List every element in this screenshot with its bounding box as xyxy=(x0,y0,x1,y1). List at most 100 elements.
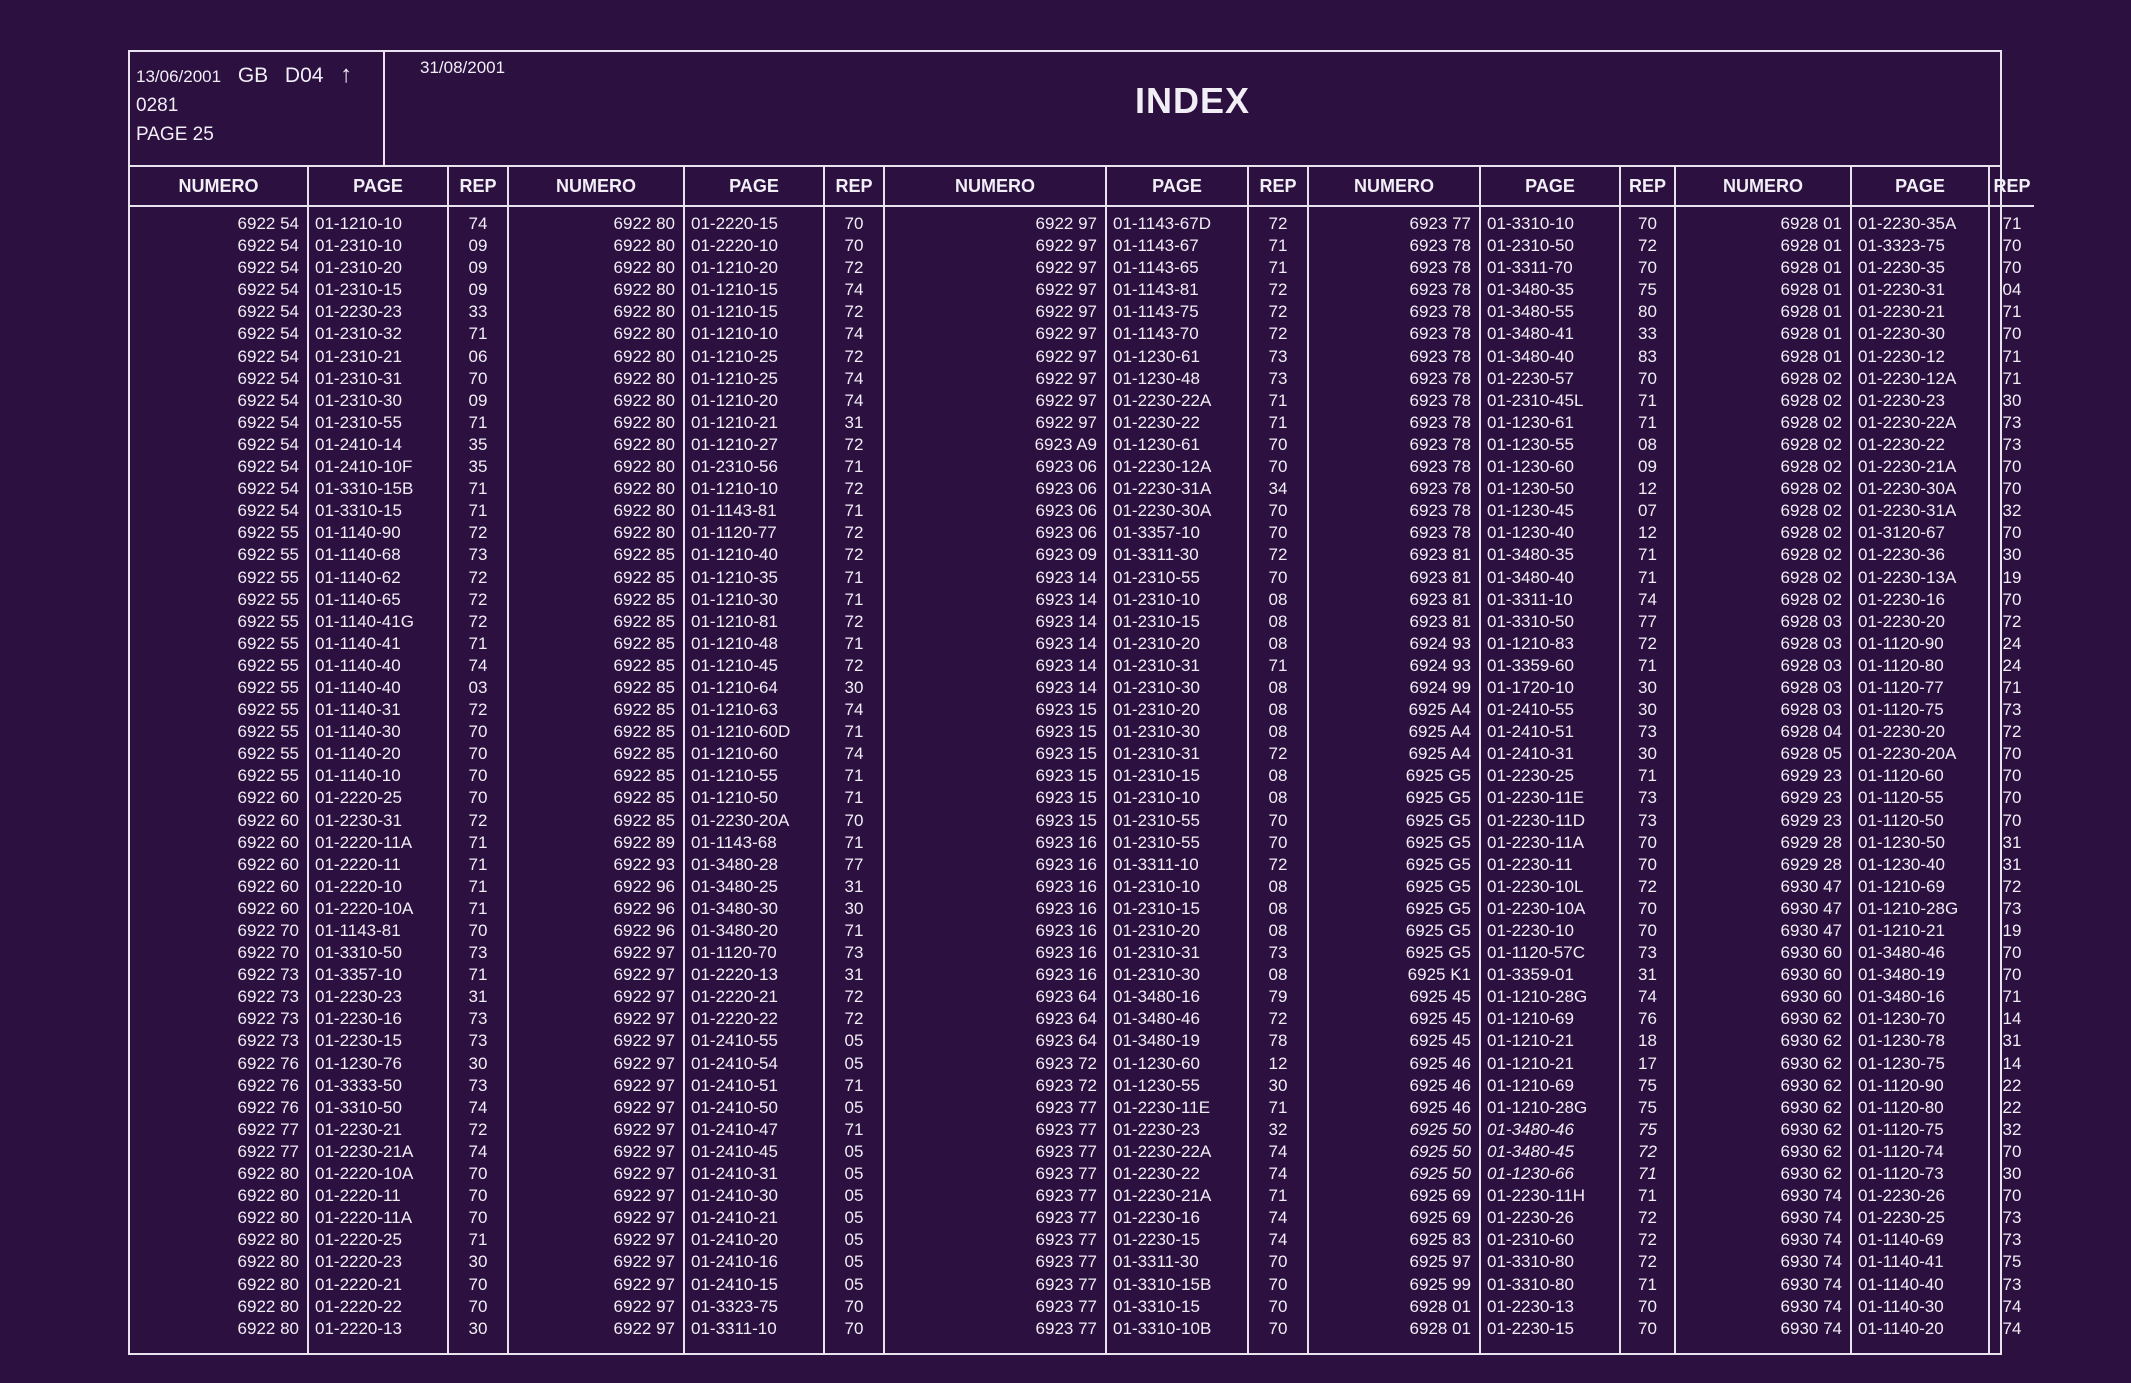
page-cell: 01-2230-31 xyxy=(1858,280,1945,300)
numero-cell: 6922 80 xyxy=(237,1230,299,1250)
numero-cell: 6922 97 xyxy=(613,1274,675,1294)
page-cell: 01-2230-20 xyxy=(1858,611,1945,631)
page-cell: 01-1140-65 xyxy=(315,589,401,609)
rep-cell: 71 xyxy=(468,479,488,499)
rep-cell: 72 xyxy=(1638,1208,1657,1228)
numero-cell: 6925 50 xyxy=(1409,1164,1471,1184)
page-cell: 01-3480-46 xyxy=(1113,1009,1200,1029)
numero-cell: 6928 03 xyxy=(1780,633,1842,653)
numero-cell: 6922 54 xyxy=(237,390,299,410)
document-date: 13/06/2001 xyxy=(136,67,222,86)
page-cell: 01-3359-60 xyxy=(1487,655,1574,675)
rep-cell: 74 xyxy=(2002,1318,2022,1338)
numero-cell: 6922 96 xyxy=(613,921,675,940)
numero-cell: 6922 55 xyxy=(237,766,299,786)
rep-cell: 71 xyxy=(844,766,864,786)
rep-cell: 70 xyxy=(1268,1252,1288,1272)
page-cell: 01-1210-55 xyxy=(691,766,778,786)
numero-cell: 6922 55 xyxy=(237,523,299,543)
numero-cell: 6922 80 xyxy=(613,434,675,454)
numero-cell: 6923 16 xyxy=(1035,965,1097,985)
rep-cell: 72 xyxy=(844,479,864,499)
rep-cell: 73 xyxy=(2002,434,2022,454)
page-cell: 01-3357-10 xyxy=(1113,523,1200,543)
numero-cell: 6922 80 xyxy=(237,1274,299,1294)
rep-cell: 32 xyxy=(1268,1119,1288,1139)
rep-cell: 73 xyxy=(468,1031,488,1051)
rep-cell: 72 xyxy=(1268,1009,1288,1029)
rep-cell: 12 xyxy=(1638,479,1657,499)
page-cell: 01-2410-51 xyxy=(691,1075,778,1095)
numero-cell: 6923 15 xyxy=(1035,788,1097,808)
index-column-rep: 74 09 09 09 33 71 06 70 09 71 35 35 71 71 72 73 72 72 72 71… xyxy=(447,206,508,1355)
rep-cell: 70 xyxy=(2002,943,2022,963)
page-cell: 01-2230-13A xyxy=(1858,567,1957,587)
page-cell: 01-1210-20 xyxy=(691,390,778,410)
numero-cell: 6925 K1 xyxy=(1407,965,1471,985)
rep-cell: 70 xyxy=(1638,921,1657,940)
rep-cell: 22 xyxy=(2002,1075,2022,1095)
numero-cell: 6922 96 xyxy=(613,898,675,918)
numero-cell: 6928 04 xyxy=(1780,722,1842,742)
rep-cell: 72 xyxy=(1268,324,1288,344)
numero-cell: 6925 45 xyxy=(1409,1031,1471,1051)
numero-cell: 6922 85 xyxy=(613,766,675,786)
numero-cell: 6922 97 xyxy=(613,1318,675,1338)
numero-cell: 6928 05 xyxy=(1780,744,1842,764)
rep-cell: 71 xyxy=(468,412,488,432)
numero-cell: 6922 76 xyxy=(237,1075,299,1095)
rep-cell: 72 xyxy=(468,611,488,631)
column-header-rep: REP xyxy=(823,167,884,207)
rep-cell: 08 xyxy=(1268,700,1288,720)
page-cell: 01-2310-20 xyxy=(315,258,402,278)
numero-cell: 6922 80 xyxy=(613,412,675,432)
numero-cell: 6923 16 xyxy=(1035,898,1097,918)
page-cell: 01-2220-10 xyxy=(691,236,778,256)
rep-cell: 05 xyxy=(844,1230,864,1250)
numero-cell: 6922 55 xyxy=(237,633,299,653)
page-cell: 01-2230-22A xyxy=(1113,390,1212,410)
numero-cell: 6923 78 xyxy=(1409,302,1471,322)
page-cell: 01-1210-15 xyxy=(691,280,778,300)
numero-cell: 6923 78 xyxy=(1409,258,1471,278)
numero-cell: 6930 74 xyxy=(1780,1274,1842,1294)
page-cell: 01-1210-20 xyxy=(691,258,778,278)
numero-cell: 6928 01 xyxy=(1780,236,1842,256)
rep-cell: 74 xyxy=(468,1097,488,1117)
rep-cell: 73 xyxy=(468,1009,488,1029)
numero-cell: 6923 81 xyxy=(1409,611,1471,631)
rep-cell: 05 xyxy=(844,1208,864,1228)
rep-cell: 71 xyxy=(1638,412,1657,432)
numero-cell: 6922 80 xyxy=(237,1296,299,1316)
rep-cell: 70 xyxy=(1268,434,1288,454)
numero-cell: 6923 77 xyxy=(1035,1186,1097,1206)
numero-cell: 6922 97 xyxy=(1035,412,1097,432)
numero-cell: 6922 55 xyxy=(237,744,299,764)
page-cell: 01-3311-10 xyxy=(1113,854,1199,874)
rep-cell: 72 xyxy=(844,302,864,322)
rep-cell: 70 xyxy=(468,766,488,786)
rep-cell: 72 xyxy=(1268,302,1288,322)
page-cell: 01-2310-31 xyxy=(1113,655,1200,675)
index-column-numero: 6922 54 6922 54 6922 54 6922 54 6922 54 6922 … xyxy=(130,206,308,1355)
page-cell: 01-2220-23 xyxy=(315,1252,402,1272)
page-cell: 01-1230-70 xyxy=(1858,1009,1945,1029)
numero-cell: 6930 74 xyxy=(1780,1208,1842,1228)
rep-cell: 72 xyxy=(2002,611,2022,631)
rep-cell: 74 xyxy=(844,368,864,388)
index-column-rep: 72 71 71 72 72 72 73 73 71 71 70 70 34 70 70 72 70 08 08 08… xyxy=(1247,206,1308,1355)
rep-cell: 30 xyxy=(844,677,864,697)
page-cell: 01-1210-64 xyxy=(691,677,778,697)
numero-cell: 6928 02 xyxy=(1780,567,1842,587)
page-cell: 01-2230-12A xyxy=(1858,368,1957,388)
rep-cell: 71 xyxy=(844,633,864,653)
page-cell: 01-2230-16 xyxy=(315,1009,402,1029)
page-cell: 01-3480-19 xyxy=(1113,1031,1200,1051)
index-table: NUMERO PAGE REP NUMERO PAGE REP NUMERO P… xyxy=(130,167,2034,1355)
page-cell: 01-2310-20 xyxy=(1113,633,1200,653)
numero-cell: 6925 G5 xyxy=(1405,898,1471,918)
rep-cell: 30 xyxy=(1638,677,1657,697)
page-cell: 01-2410-15 xyxy=(691,1274,778,1294)
numero-cell: 6922 60 xyxy=(237,876,299,896)
numero-cell: 6922 97 xyxy=(613,965,675,985)
